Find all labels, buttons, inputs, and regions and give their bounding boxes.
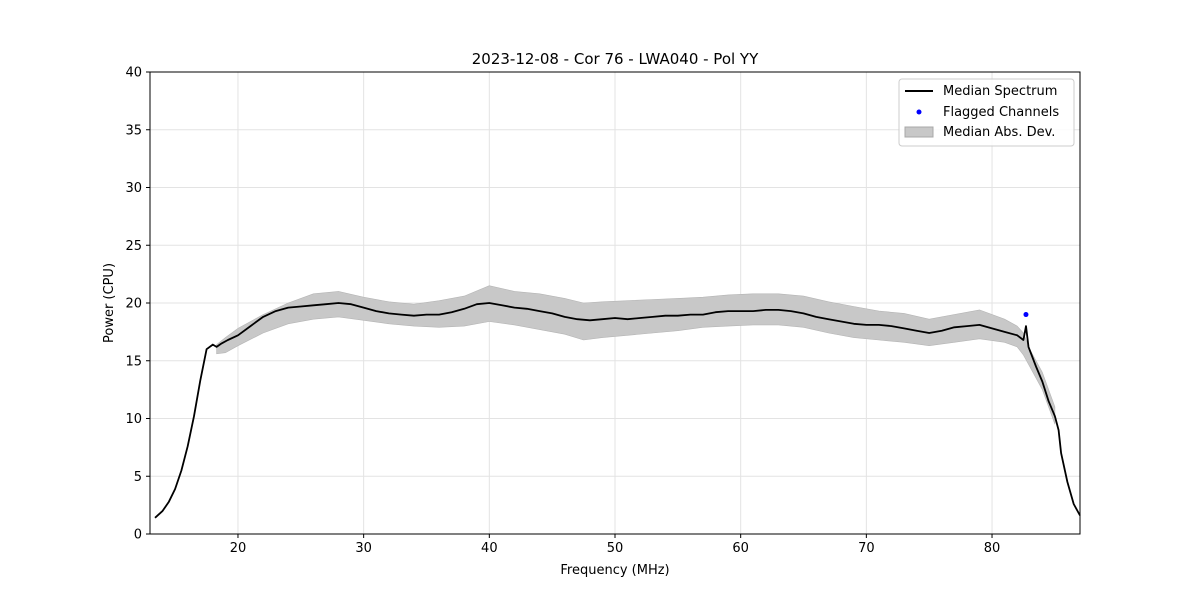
legend-swatch-flagged-point [916,109,922,115]
x-tick-label: 60 [732,541,749,556]
y-tick-label: 20 [125,297,142,312]
legend-box [898,78,1075,147]
x-axis-label: Frequency (MHz) [560,563,669,578]
x-tick-label: 30 [355,541,372,556]
y-axis-ticks: 0 5 10 15 20 25 30 35 40 [125,66,150,543]
y-tick-label: 35 [125,123,142,138]
chart-title: 2023-12-08 - Cor 76 - LWA040 - Pol YY [472,50,759,68]
legend-label-flagged: Flagged Channels [943,105,1059,120]
y-axis-label: Power (CPU) [102,263,117,343]
median-line-layer [154,302,1081,519]
x-tick-label: 50 [607,541,624,556]
legend-swatch-mad-band [904,126,934,138]
x-tick-label: 40 [481,541,498,556]
y-tick-label: 40 [125,66,142,81]
flagged-channel-point [1023,312,1029,318]
x-tick-label: 70 [858,541,875,556]
y-tick-label: 0 [134,528,142,543]
x-tick-label: 80 [984,541,1001,556]
legend-label-mad: Median Abs. Dev. [943,125,1055,140]
y-tick-label: 15 [125,354,142,369]
y-tick-label: 30 [125,181,142,196]
y-tick-label: 5 [134,470,142,485]
y-tick-label: 10 [125,412,142,427]
y-tick-label: 25 [125,239,142,254]
x-tick-label: 20 [230,541,247,556]
x-axis-ticks: 20 30 40 50 60 70 80 [230,534,1001,556]
mad-band [216,285,1056,425]
legend: Median Spectrum Flagged Channels Median … [898,78,1075,147]
mad-band-layer [216,285,1056,425]
flagged-points-layer [1023,312,1029,318]
median-spectrum-line [154,302,1081,519]
legend-label-median: Median Spectrum [943,84,1057,99]
